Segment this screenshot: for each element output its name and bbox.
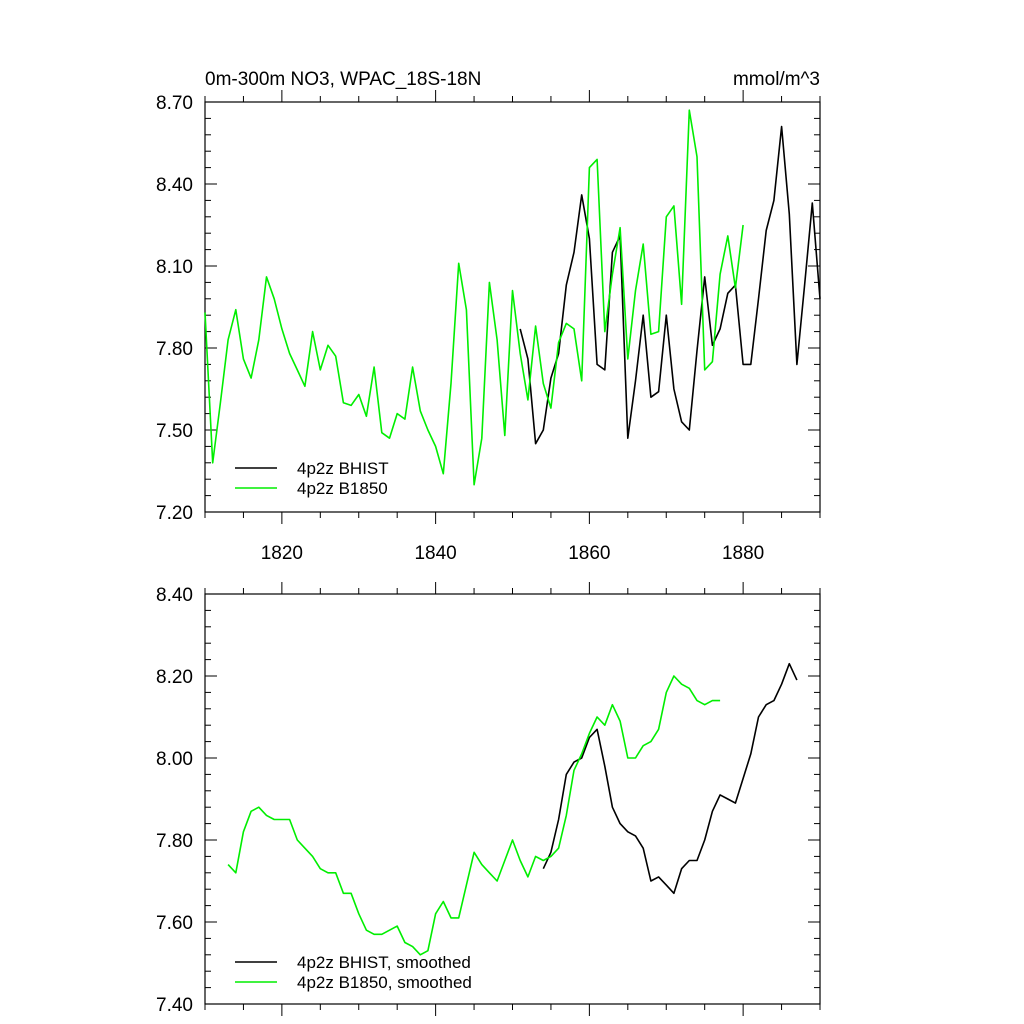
- x-tick-label: 1840: [414, 543, 456, 564]
- plot-frame: [204, 101, 821, 513]
- y-tick-label: 8.40: [156, 175, 193, 196]
- y-tick-label: 8.20: [156, 667, 193, 688]
- series-line-b1850: [204, 109, 744, 486]
- legend-label: 4p2z BHIST: [297, 459, 389, 478]
- y-tick-label: 7.60: [156, 913, 193, 934]
- legend-label: 4p2z B1850, smoothed: [297, 973, 472, 992]
- y-tick-label: 7.50: [156, 421, 193, 442]
- top-panel: 7.20 7.50 7.80 8.10 8.40 8.70 1820 1840 1860 1880…: [156, 90, 821, 564]
- legend-label: 4p2z B1850: [297, 479, 388, 498]
- y-tick-label: 8.40: [156, 585, 193, 606]
- y-tick-label: 8.00: [156, 749, 193, 770]
- x-tick-label: 1860: [568, 543, 610, 564]
- chart-title-left: 0m-300m NO3, WPAC_18S-18N: [205, 69, 481, 90]
- series-line-b1850: [227, 675, 721, 956]
- series-line-bhist: [542, 662, 798, 895]
- y-tick-label: 8.10: [156, 257, 193, 278]
- y-tick-label: 7.20: [156, 503, 193, 524]
- y-tick-label: 7.40: [156, 995, 193, 1016]
- x-tick-label: 1820: [261, 543, 303, 564]
- chart-title-right: mmol/m^3: [733, 69, 820, 90]
- x-tick-label: 1880: [722, 543, 764, 564]
- y-tick-label: 7.80: [156, 831, 193, 852]
- y-tick-label: 8.70: [156, 93, 193, 114]
- series-line-bhist: [519, 125, 821, 445]
- legend-label: 4p2z BHIST, smoothed: [297, 953, 471, 972]
- bottom-panel: 7.40 7.60 7.80 8.00 8.20 8.40 4p2z BHIST, smoo…: [156, 582, 821, 1016]
- y-tick-label: 7.80: [156, 339, 193, 360]
